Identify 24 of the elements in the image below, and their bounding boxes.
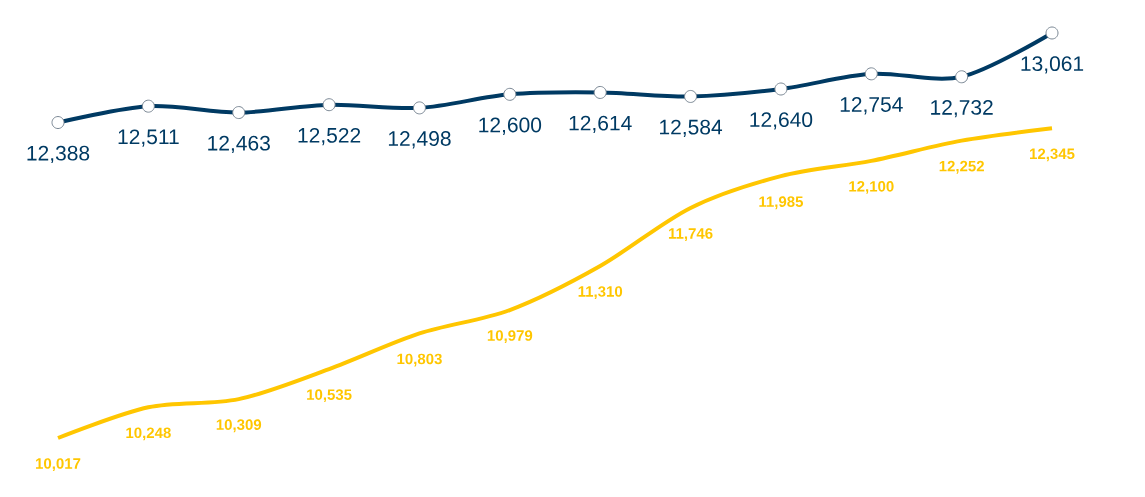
- data-label: 12,640: [750, 112, 813, 130]
- data-label: 10,979: [487, 330, 533, 344]
- data-label: 12,584: [660, 119, 723, 138]
- data-label: 12,345: [1030, 148, 1075, 162]
- data-label: 12,732: [931, 99, 993, 118]
- data-label: 11,310: [578, 286, 623, 299]
- data-label: 11,985: [759, 196, 804, 210]
- data-label: 12,511: [118, 129, 179, 147]
- data-label: 12,252: [939, 160, 984, 174]
- data-label: 10,309: [216, 419, 262, 433]
- data-label: 12,463: [208, 135, 270, 154]
- data-label: 10,017: [36, 458, 81, 471]
- data-label: 12,600: [479, 117, 542, 135]
- data-label: 12,754: [840, 97, 903, 115]
- data-label: 12,498: [388, 131, 451, 149]
- data-label: 12,100: [849, 181, 894, 194]
- data-label: 10,248: [126, 427, 171, 441]
- data-label: 11,746: [668, 228, 713, 241]
- data-label: 13,061: [1021, 56, 1084, 74]
- data-label: 10,803: [397, 353, 442, 367]
- data-label: 10,535: [307, 389, 352, 403]
- data-label: 12,388: [27, 145, 90, 164]
- data-label: 12,522: [298, 127, 361, 146]
- data-label: 12,614: [569, 115, 632, 134]
